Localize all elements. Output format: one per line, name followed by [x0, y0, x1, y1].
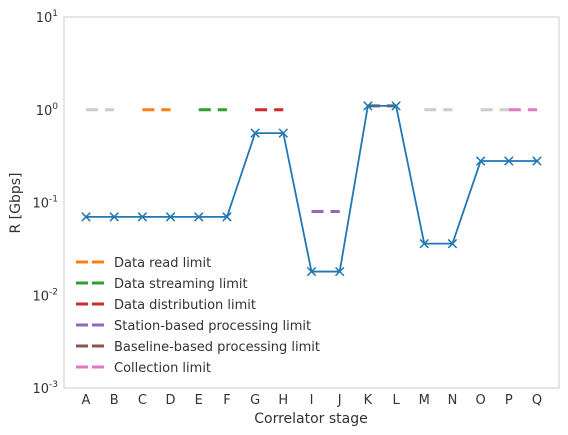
y-tick-labels: 10-3 10-2 10-1 100 101 — [32, 9, 58, 397]
series-layer — [81, 101, 542, 277]
legend-label: Data distribution limit — [114, 298, 256, 313]
x-tick-label: O — [476, 393, 486, 408]
legend-label: Data read limit — [114, 256, 211, 271]
data-point — [532, 156, 542, 166]
data-point — [306, 266, 317, 277]
data-point — [81, 212, 91, 222]
x-tick-label: L — [392, 393, 400, 408]
legend-label: Collection limit — [114, 361, 211, 376]
x-tick-label: J — [337, 393, 342, 408]
data-point — [504, 156, 514, 166]
data-point — [137, 212, 148, 222]
x-tick-label: K — [364, 393, 373, 408]
x-tick-label: B — [110, 393, 119, 408]
data-point — [363, 101, 373, 111]
x-tick-label: D — [166, 393, 176, 408]
x-tick-label: H — [278, 393, 288, 408]
x-tick-label: A — [82, 393, 91, 408]
y-tick-label: 101 — [36, 9, 58, 26]
data-point — [334, 266, 345, 277]
y-tick-label: 10-3 — [32, 380, 58, 397]
legend: Data read limit Data streaming limit Data … — [76, 256, 320, 376]
data-point — [165, 212, 176, 222]
data-point — [419, 238, 429, 249]
x-tick-label: P — [505, 393, 513, 408]
x-tick-labels: A B C D E F G H I J K L M N O P Q — [82, 393, 543, 408]
x-tick-label: Q — [532, 393, 542, 408]
x-tick-label: M — [419, 393, 430, 408]
x-axis-label: Correlator stage — [254, 411, 368, 427]
x-tick-label: G — [250, 393, 260, 408]
data-point — [194, 212, 204, 222]
y-axis-label: R [Gbps] — [8, 172, 24, 233]
data-point — [222, 212, 232, 222]
legend-label: Data streaming limit — [114, 277, 248, 292]
data-point — [391, 101, 401, 111]
x-tick-label: C — [138, 393, 147, 408]
x-tick-label: E — [195, 393, 203, 408]
plot-frame — [63, 16, 560, 389]
x-tick-label: N — [448, 393, 458, 408]
data-point — [475, 156, 486, 166]
y-tick-label: 100 — [36, 102, 59, 119]
y-tick-label: 10-2 — [32, 287, 58, 304]
data-point — [250, 128, 260, 138]
legend-label: Station-based processing limit — [114, 319, 311, 334]
legend-label: Baseline-based processing limit — [114, 340, 320, 355]
y-tick-label: 10-1 — [32, 195, 58, 212]
data-point — [109, 212, 119, 222]
limit-lines — [86, 104, 537, 213]
x-tick-label: F — [223, 393, 230, 408]
x-tick-label: I — [310, 393, 314, 408]
data-point — [447, 238, 458, 249]
data-point — [278, 128, 289, 138]
